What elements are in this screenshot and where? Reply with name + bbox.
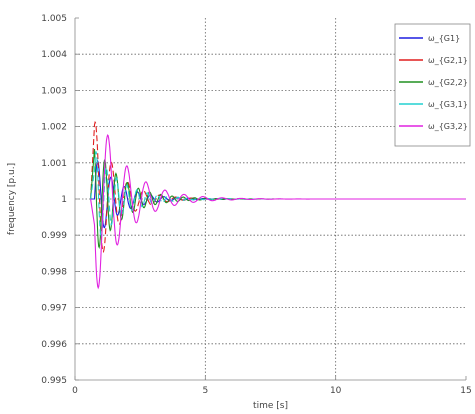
x-tick-label: 5 — [202, 386, 208, 396]
y-tick-label: 1.002 — [41, 123, 67, 133]
series-line-5 — [90, 134, 466, 290]
series-line-4 — [90, 151, 466, 239]
x-tick-label: 15 — [460, 386, 471, 396]
legend-label: ω_{G2,2} — [428, 78, 468, 87]
x-tick-label: 10 — [330, 386, 342, 396]
axes — [74, 17, 467, 381]
y-tick-label: 0.998 — [41, 267, 67, 277]
y-tick-label: 1.001 — [41, 159, 67, 169]
y-tick-label: 1.005 — [41, 14, 67, 24]
x-axis-label: time [s] — [253, 401, 288, 411]
y-tick-label: 1.003 — [41, 86, 67, 96]
y-axis-label: frequency [p.u.] — [7, 163, 17, 235]
x-tick-label: 0 — [72, 386, 78, 396]
series-line-1 — [90, 159, 466, 229]
legend-label: ω_{G1} — [428, 34, 460, 43]
legend-label: ω_{G3,2} — [428, 122, 468, 131]
tick-labels: 0 5 10 15 0.995 0.996 0.997 0.998 0.999 1 1.001 1.0… — [41, 14, 471, 396]
y-tick-label: 1.004 — [41, 50, 67, 60]
y-tick-label: 0.995 — [41, 376, 67, 386]
legend-label: ω_{G3,1} — [428, 100, 468, 109]
y-tick-label: 0.999 — [41, 231, 67, 241]
legend: ω_{G1} ω_{G2,1} ω_{G2,2} ω_{G3,1} ω_{G3,2} — [394, 23, 471, 147]
legend-label: ω_{G2,1} — [428, 56, 468, 65]
series-lines — [90, 120, 466, 290]
y-tick-label: 1 — [61, 195, 67, 205]
series-line-3 — [90, 148, 466, 249]
y-tick-label: 0.996 — [41, 340, 67, 350]
y-tick-label: 0.997 — [41, 304, 67, 314]
